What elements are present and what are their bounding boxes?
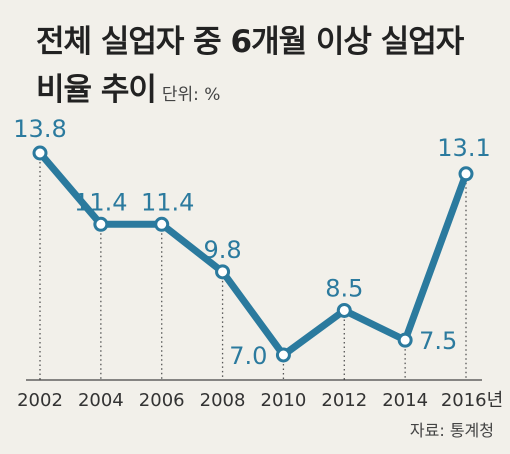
x-tick-label: 2012 xyxy=(321,390,367,411)
value-label: 11.4 xyxy=(141,188,194,216)
value-label: 13.1 xyxy=(437,134,490,162)
x-tick-label: 2004 xyxy=(78,390,124,411)
x-tick-label: 2014 xyxy=(382,390,428,411)
source-label: 자료: 통계청 xyxy=(409,421,494,440)
series-line xyxy=(36,149,470,359)
x-tick-label: 2016년 xyxy=(441,390,503,411)
x-tick-label: 2002 xyxy=(17,390,63,411)
value-label: 7.5 xyxy=(419,327,457,355)
data-point xyxy=(93,216,109,232)
chart-title-line-2: 비율 추이 단위: % xyxy=(36,66,463,119)
value-label: 9.8 xyxy=(203,236,241,264)
data-point xyxy=(458,166,474,182)
data-point xyxy=(336,302,352,318)
x-tick-label: 2008 xyxy=(200,390,246,411)
value-label: 13.8 xyxy=(13,115,66,143)
data-point xyxy=(154,216,170,232)
data-point xyxy=(275,347,291,363)
chart-title-line-2-text: 비율 추이 xyxy=(36,72,157,108)
value-label: 8.5 xyxy=(325,274,363,302)
chart-title-line-1: 전체 실업자 중 6개월 이상 실업자 xyxy=(36,24,464,60)
value-label: 11.4 xyxy=(74,188,127,216)
chart-title: 전체 실업자 중 6개월 이상 실업자 비율 추이 단위: % xyxy=(36,18,464,119)
x-tick-label: 2010 xyxy=(261,390,307,411)
value-label: 7.0 xyxy=(229,342,267,370)
data-point xyxy=(215,264,231,280)
unit-label: 단위: % xyxy=(161,85,221,105)
data-point xyxy=(397,332,413,348)
x-tick-label: 2006 xyxy=(139,390,185,411)
data-point xyxy=(32,145,48,161)
